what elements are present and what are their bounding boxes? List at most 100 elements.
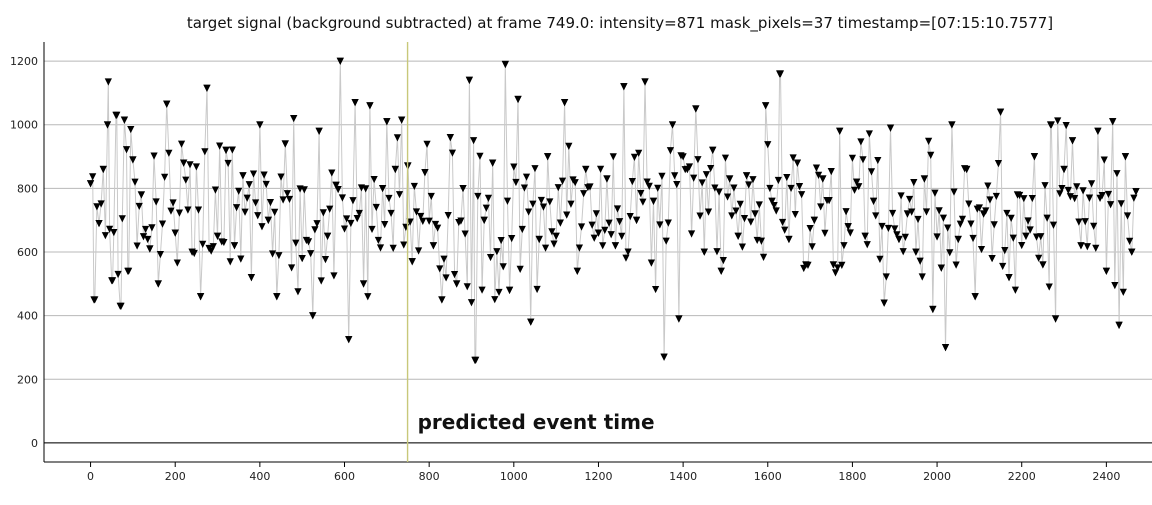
data-point <box>220 238 228 247</box>
data-point <box>1020 195 1028 203</box>
data-point <box>635 149 643 157</box>
y-tick-label-600: 600 <box>17 246 38 259</box>
data-point <box>1104 190 1113 199</box>
data-point <box>414 247 423 255</box>
data-point <box>838 261 846 269</box>
data-point <box>656 221 664 229</box>
data-point <box>125 267 133 275</box>
data-point <box>427 192 435 201</box>
data-point <box>594 229 603 237</box>
data-point <box>158 220 167 228</box>
data-point <box>783 173 791 182</box>
data-point <box>197 293 205 301</box>
data-point <box>499 263 507 271</box>
data-point <box>262 180 270 189</box>
data-point <box>457 217 465 225</box>
data-point <box>717 267 725 275</box>
data-point <box>901 233 909 242</box>
data-point <box>1081 218 1089 226</box>
data-point <box>232 204 241 212</box>
chart-title: target signal (background subtracted) at… <box>187 14 1053 33</box>
data-point <box>307 250 315 258</box>
data-point <box>658 172 666 180</box>
data-point <box>692 105 700 113</box>
data-point <box>1107 201 1115 209</box>
data-point <box>652 285 660 294</box>
data-point <box>925 137 933 145</box>
data-point <box>175 209 184 217</box>
data-point <box>935 207 943 215</box>
data-point <box>707 164 715 173</box>
data-point <box>281 140 289 148</box>
data-point <box>929 305 937 314</box>
data-point <box>537 196 545 205</box>
data-point <box>577 223 586 231</box>
data-point <box>1018 241 1026 250</box>
data-point <box>359 280 368 288</box>
data-point <box>258 223 266 231</box>
data-point <box>279 196 287 204</box>
data-point <box>1083 243 1091 251</box>
data-point <box>334 186 342 194</box>
data-point <box>442 274 450 282</box>
data-point <box>192 163 200 171</box>
data-point <box>990 221 998 229</box>
data-point <box>687 230 696 238</box>
data-point <box>831 269 840 277</box>
data-point <box>1111 282 1119 290</box>
data-point <box>986 196 994 204</box>
data-point <box>1109 118 1117 126</box>
data-point <box>996 108 1005 116</box>
data-point <box>778 218 787 227</box>
data-point <box>252 199 260 207</box>
data-point <box>349 197 357 205</box>
data-point <box>412 208 421 216</box>
data-point <box>465 76 473 84</box>
data-point <box>848 154 857 162</box>
data-point <box>256 121 264 129</box>
data-point <box>603 175 611 183</box>
data-point <box>421 169 429 177</box>
data-point <box>338 194 346 202</box>
data-point <box>808 243 816 251</box>
data-point <box>539 203 548 211</box>
data-point <box>533 285 541 294</box>
data-point <box>131 178 139 186</box>
x-tick-label-0: 0 <box>87 470 94 483</box>
data-point <box>645 182 653 190</box>
data-point <box>370 175 378 184</box>
data-point <box>355 209 363 218</box>
x-tick-label-2000: 2000 <box>923 470 951 483</box>
data-point <box>425 217 433 225</box>
data-point <box>353 215 361 223</box>
data-point <box>607 231 615 239</box>
data-point <box>999 262 1007 271</box>
data-point <box>463 283 471 291</box>
data-point <box>194 206 203 214</box>
data-point <box>129 156 137 164</box>
data-point <box>738 243 746 251</box>
data-point <box>759 253 768 261</box>
data-point <box>632 216 641 224</box>
data-point <box>590 234 598 242</box>
data-point <box>618 232 626 240</box>
data-point <box>514 95 522 104</box>
data-point <box>400 241 408 249</box>
data-point <box>216 142 224 150</box>
data-point <box>563 211 571 219</box>
data-point <box>842 208 850 216</box>
data-point <box>715 188 723 196</box>
x-tick-label-800: 800 <box>419 470 440 483</box>
data-point <box>1123 212 1132 220</box>
x-tick-label-1600: 1600 <box>754 470 782 483</box>
data-point <box>410 182 418 191</box>
data-point <box>93 203 101 211</box>
data-point <box>654 184 662 192</box>
y-tick-label-200: 200 <box>17 373 38 386</box>
data-point <box>1090 222 1098 230</box>
data-point <box>755 201 763 209</box>
event-annotation: predicted event time <box>418 410 655 434</box>
data-point <box>152 198 160 206</box>
data-point <box>933 233 941 241</box>
data-point <box>931 189 939 197</box>
